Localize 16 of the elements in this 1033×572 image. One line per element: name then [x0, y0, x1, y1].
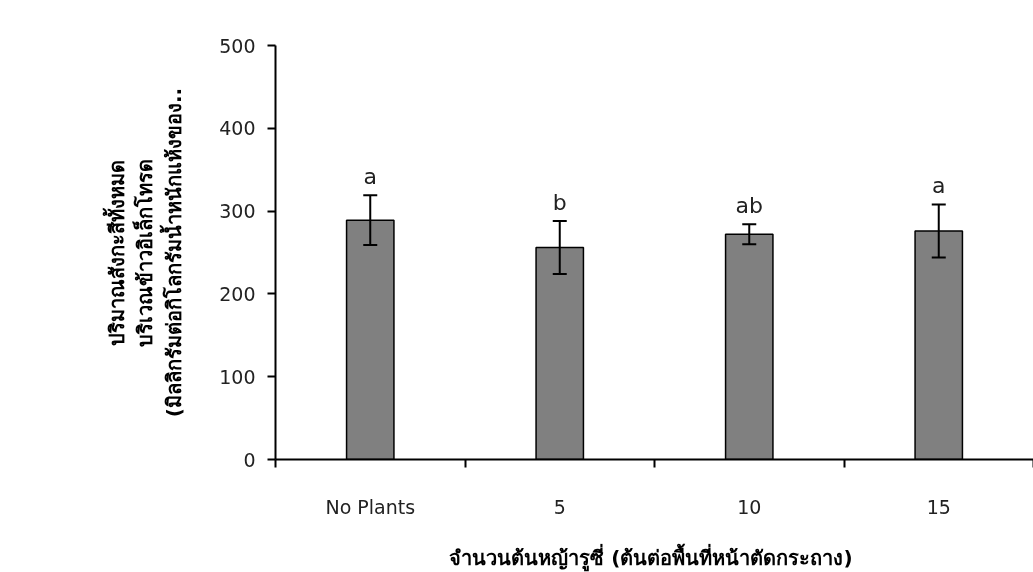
annotation: ab — [735, 193, 763, 219]
x-axis-title: จำนวนต้นหญ้ารูซี่ (ต้นต่อพื้นที่หน้าตัดกระถาง) — [449, 542, 853, 572]
annotation: a — [932, 173, 946, 199]
annotation: b — [552, 190, 567, 216]
y-tick-label: 300 — [219, 200, 256, 223]
x-tick-label: No Plants — [325, 495, 416, 518]
y-tick-label: 0 — [243, 448, 256, 471]
y-tick-label: 500 — [219, 34, 256, 57]
annotation: a — [363, 164, 377, 190]
x-tick-label: 5 — [553, 495, 566, 518]
y-axis-title: ปริมาณสังกะสีทั้งหมด บริเวณข้าวอิเล็กโทรด (มิลลิกรัมต่อกิโลกรัมน้ำหนักแห้งของ.. — [101, 87, 187, 418]
y-tick-label: 400 — [219, 117, 256, 140]
y-tick-label: 200 — [219, 282, 256, 305]
x-tick-label: 10 — [737, 495, 762, 518]
x-tick-label: 15 — [926, 495, 951, 518]
y-tick-label: 100 — [219, 365, 256, 388]
